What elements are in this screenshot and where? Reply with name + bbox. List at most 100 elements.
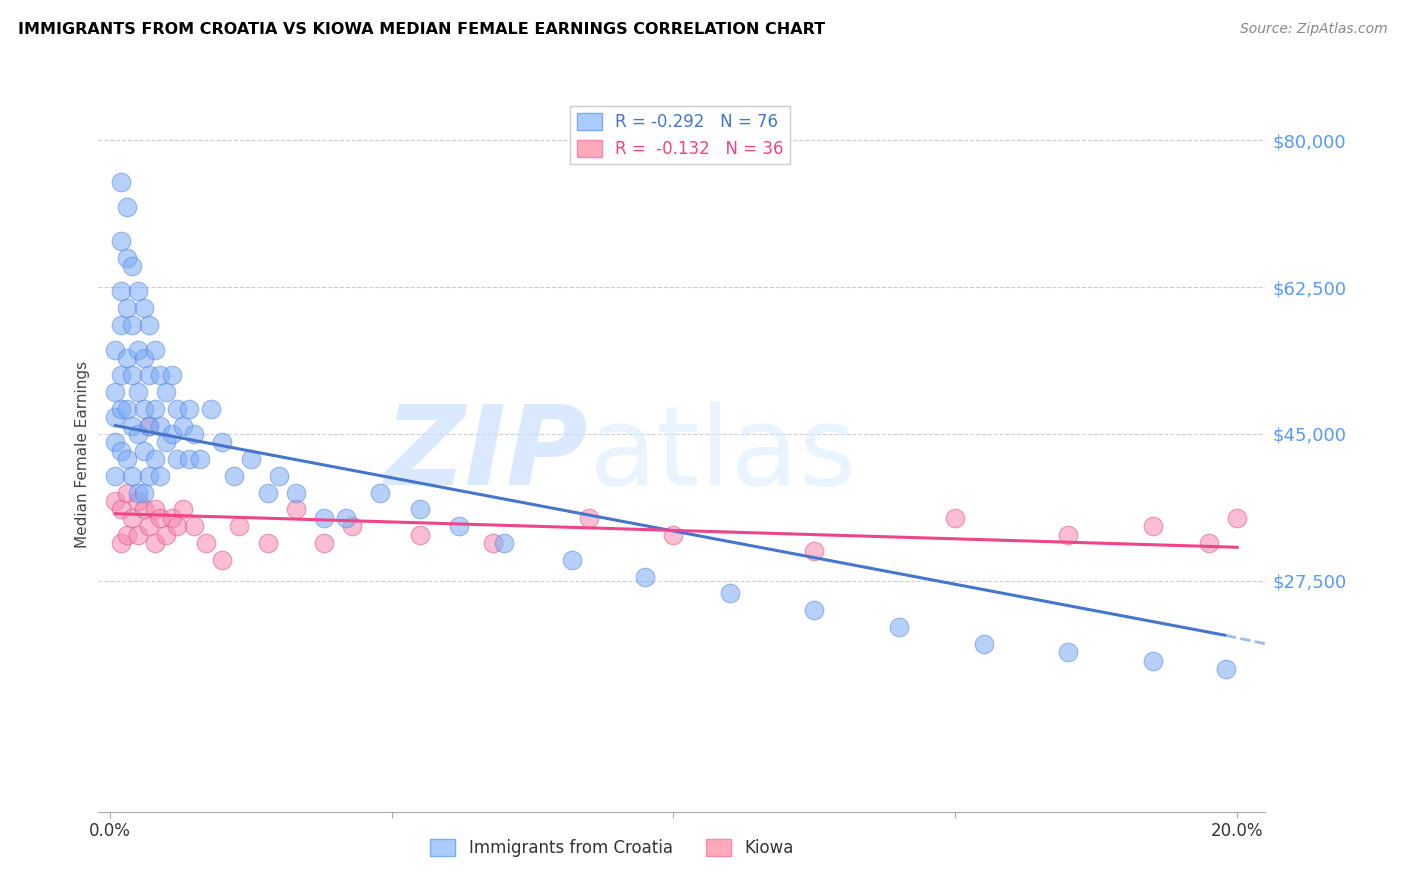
Point <box>138 469 160 483</box>
Point <box>1142 654 1164 668</box>
Point <box>1226 511 1249 525</box>
Point <box>803 603 825 617</box>
Point <box>973 637 995 651</box>
Point <box>138 418 160 433</box>
Point <box>155 435 177 450</box>
Point <box>110 502 132 516</box>
Point <box>127 284 149 298</box>
Point <box>115 485 138 500</box>
Point <box>110 284 132 298</box>
Point <box>1142 519 1164 533</box>
Point <box>409 527 432 541</box>
Point <box>284 485 307 500</box>
Point <box>138 368 160 383</box>
Point <box>166 452 188 467</box>
Point <box>110 234 132 248</box>
Point <box>662 527 685 541</box>
Point <box>1057 645 1080 659</box>
Point <box>155 527 177 541</box>
Point <box>110 175 132 189</box>
Point <box>267 469 290 483</box>
Point <box>121 259 143 273</box>
Point <box>121 418 143 433</box>
Point <box>228 519 250 533</box>
Text: IMMIGRANTS FROM CROATIA VS KIOWA MEDIAN FEMALE EARNINGS CORRELATION CHART: IMMIGRANTS FROM CROATIA VS KIOWA MEDIAN … <box>18 22 825 37</box>
Point <box>312 536 335 550</box>
Point <box>160 368 183 383</box>
Point <box>284 502 307 516</box>
Point <box>104 435 127 450</box>
Point <box>104 410 127 425</box>
Text: atlas: atlas <box>589 401 858 508</box>
Point <box>166 401 188 416</box>
Point <box>143 536 166 550</box>
Point <box>160 426 183 441</box>
Point <box>1198 536 1220 550</box>
Point <box>256 536 278 550</box>
Point <box>194 536 217 550</box>
Point <box>482 536 505 550</box>
Point <box>138 318 160 332</box>
Point <box>256 485 278 500</box>
Point <box>211 553 233 567</box>
Point <box>409 502 432 516</box>
Point <box>115 200 138 214</box>
Point <box>561 553 583 567</box>
Point <box>312 511 335 525</box>
Point <box>368 485 391 500</box>
Point <box>132 401 155 416</box>
Point <box>115 452 138 467</box>
Point <box>494 536 516 550</box>
Point <box>121 469 143 483</box>
Point <box>110 536 132 550</box>
Point <box>132 502 155 516</box>
Point <box>127 384 149 399</box>
Point <box>143 452 166 467</box>
Point <box>121 318 143 332</box>
Point <box>138 418 160 433</box>
Point <box>943 511 966 525</box>
Point <box>127 426 149 441</box>
Point <box>1215 662 1237 676</box>
Point <box>127 494 149 508</box>
Legend: Immigrants from Croatia, Kiowa: Immigrants from Croatia, Kiowa <box>423 832 800 864</box>
Point <box>449 519 471 533</box>
Point <box>183 519 205 533</box>
Point <box>143 502 166 516</box>
Point <box>155 384 177 399</box>
Point <box>127 485 149 500</box>
Point <box>211 435 233 450</box>
Point <box>115 401 138 416</box>
Point <box>115 251 138 265</box>
Point <box>177 452 200 467</box>
Point <box>143 343 166 357</box>
Point <box>121 511 143 525</box>
Point <box>132 443 155 458</box>
Point <box>188 452 211 467</box>
Point <box>115 351 138 366</box>
Y-axis label: Median Female Earnings: Median Female Earnings <box>75 361 90 549</box>
Point <box>115 527 138 541</box>
Point <box>110 318 132 332</box>
Point <box>149 418 172 433</box>
Point <box>803 544 825 558</box>
Point <box>222 469 245 483</box>
Point <box>149 368 172 383</box>
Point <box>239 452 262 467</box>
Point <box>160 511 183 525</box>
Point <box>115 301 138 315</box>
Point <box>578 511 600 525</box>
Point <box>183 426 205 441</box>
Point <box>200 401 222 416</box>
Point <box>121 368 143 383</box>
Point <box>634 569 657 583</box>
Point <box>104 494 127 508</box>
Point <box>166 519 188 533</box>
Text: Source: ZipAtlas.com: Source: ZipAtlas.com <box>1240 22 1388 37</box>
Point <box>132 351 155 366</box>
Point <box>172 418 194 433</box>
Point <box>340 519 363 533</box>
Point <box>1057 527 1080 541</box>
Point <box>149 469 172 483</box>
Point <box>887 620 910 634</box>
